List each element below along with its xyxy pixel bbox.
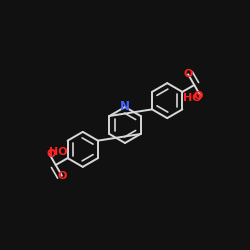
- Text: O: O: [194, 91, 203, 101]
- Text: HO: HO: [183, 93, 202, 103]
- Text: O: O: [57, 171, 66, 181]
- Text: O: O: [184, 69, 193, 79]
- Text: O: O: [47, 149, 56, 159]
- Text: HO: HO: [49, 147, 67, 157]
- Text: N: N: [120, 100, 130, 114]
